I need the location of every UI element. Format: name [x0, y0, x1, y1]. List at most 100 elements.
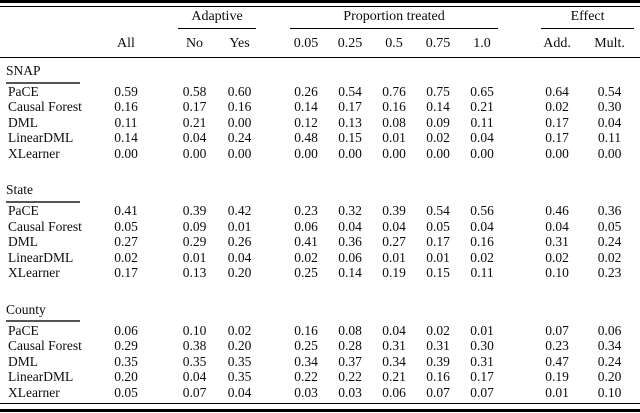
table-row: XLearner 0.00 0.00 0.00 0.00 0.00 0.00 0.00 0.00… — [0, 146, 640, 162]
group-header-adaptive-label: Adaptive — [178, 9, 257, 29]
cell-value: 0.04 — [227, 249, 252, 265]
method-label: PaCE — [8, 322, 39, 338]
table-row: DML 0.27 0.29 0.26 0.41 0.36 0.27 0.17 0.16 0.31 0… — [0, 234, 640, 250]
cell-value: 0.16 — [294, 322, 318, 338]
cell-value: 0.02 — [545, 99, 569, 115]
cell-value: 0.04 — [182, 369, 207, 385]
cell-value: 0.14 — [338, 265, 362, 281]
section-header-row: County — [0, 281, 640, 323]
cell-value: 0.00 — [470, 145, 494, 161]
cell-value: 0.00 — [382, 145, 406, 161]
column-header-no: No — [172, 29, 217, 58]
cell-value: 0.00 — [182, 145, 207, 161]
cell-value: 0.04 — [470, 218, 494, 234]
method-label: XLearner — [8, 145, 60, 161]
cell-value: 0.22 — [338, 369, 362, 385]
cell-value: 0.30 — [470, 338, 494, 354]
section-header-cell: SNAP — [0, 58, 640, 84]
cell-value: 0.04 — [227, 384, 252, 400]
cell-value: 0.54 — [597, 83, 622, 99]
bottom-rule-thick — [0, 409, 640, 412]
column-gap — [262, 385, 284, 401]
method-label: DML — [8, 114, 38, 130]
group-header-row: Adaptive Proportion treated Effect — [0, 7, 640, 29]
cell-value: 0.14 — [294, 99, 318, 115]
cell-value: 0.00 — [338, 145, 362, 161]
cell-value: 0.16 — [114, 99, 138, 115]
cell-value: 0.04 — [382, 218, 406, 234]
cell-value: 0.00 — [597, 145, 622, 161]
cell-value: 0.12 — [294, 114, 318, 130]
cell-value: 0.14 — [426, 99, 450, 115]
column-header-p075: 0.75 — [416, 29, 461, 58]
cell-value: 0.75 — [426, 83, 450, 99]
cell-value: 0.31 — [470, 353, 494, 369]
cell-value: 0.07 — [426, 384, 450, 400]
column-gap — [504, 146, 535, 162]
column-gap — [262, 354, 284, 370]
method-label: PaCE — [8, 203, 39, 219]
cell-value: 0.65 — [470, 83, 494, 99]
column-header-mult: Mult. — [579, 29, 640, 58]
cell-value: 0.11 — [114, 114, 138, 130]
method-label: LinearDML — [8, 369, 74, 385]
cell-value: 0.17 — [470, 369, 494, 385]
column-gap — [504, 385, 535, 401]
cell-value: 0.10 — [182, 322, 207, 338]
cell-value: 0.21 — [182, 114, 207, 130]
group-header-effect: Effect — [535, 7, 640, 29]
cell-value: 0.25 — [294, 265, 318, 281]
column-gap — [262, 99, 284, 115]
cell-value: 0.11 — [470, 265, 494, 281]
cell-value: 0.19 — [382, 265, 406, 281]
cell-value: 0.23 — [294, 203, 318, 219]
top-rule-thick — [0, 0, 640, 3]
table-row: PaCE 0.06 0.10 0.02 0.16 0.08 0.04 0.02 0.01 0.07… — [0, 322, 640, 338]
method-label: PaCE — [8, 83, 39, 99]
cell-value: 0.20 — [114, 369, 138, 385]
column-gap — [148, 265, 172, 281]
cell-value: 0.02 — [426, 130, 450, 146]
table-row: LinearDML 0.02 0.01 0.04 0.02 0.06 0.01 0.01 0.0… — [0, 250, 640, 266]
cell-value: 0.04 — [338, 218, 362, 234]
cell-value: 0.35 — [182, 353, 207, 369]
cell-value: 0.04 — [182, 130, 207, 146]
cell-value: 0.24 — [227, 130, 252, 146]
section-header-row: SNAP — [0, 58, 640, 84]
column-gap — [262, 203, 284, 219]
column-gap — [262, 265, 284, 281]
cell-value: 0.46 — [545, 203, 569, 219]
cell-value: 0.34 — [382, 353, 406, 369]
column-gap — [148, 29, 172, 58]
cell-value: 0.09 — [426, 114, 450, 130]
column-gap — [504, 99, 535, 115]
cell-value: 0.29 — [114, 338, 138, 354]
column-gap — [104, 7, 148, 29]
column-gap — [148, 234, 172, 250]
cell-value: 0.24 — [597, 234, 622, 250]
group-header-adaptive: Adaptive — [172, 7, 262, 29]
table-row: Causal Forest 0.16 0.17 0.16 0.14 0.17 0.16 0.1… — [0, 99, 640, 115]
column-gap — [262, 84, 284, 100]
cell-value: 0.11 — [470, 114, 494, 130]
cell-value: 0.47 — [545, 353, 569, 369]
cell-value: 0.29 — [182, 234, 207, 250]
method-label: Causal Forest — [8, 338, 82, 354]
cell-value: 0.10 — [545, 265, 569, 281]
table-row: Causal Forest 0.05 0.09 0.01 0.06 0.04 0.04 0.0… — [0, 219, 640, 235]
table-row: Causal Forest 0.29 0.38 0.20 0.25 0.28 0.31 0.3… — [0, 338, 640, 354]
cell-value: 0.08 — [382, 114, 406, 130]
column-gap — [262, 115, 284, 131]
column-gap — [504, 265, 535, 281]
cell-value: 0.48 — [294, 130, 318, 146]
cell-value: 0.23 — [545, 338, 569, 354]
cell-value: 0.07 — [545, 322, 569, 338]
column-gap — [504, 84, 535, 100]
cell-value: 0.36 — [597, 203, 622, 219]
column-gap — [148, 322, 172, 338]
cell-value: 0.17 — [114, 265, 138, 281]
table-row: LinearDML 0.20 0.04 0.35 0.22 0.22 0.21 0.16 0.1… — [0, 369, 640, 385]
cell-value: 0.64 — [545, 83, 569, 99]
results-table: Adaptive Proportion treated Effect All N… — [0, 7, 640, 400]
section-header-cell: State — [0, 161, 640, 203]
